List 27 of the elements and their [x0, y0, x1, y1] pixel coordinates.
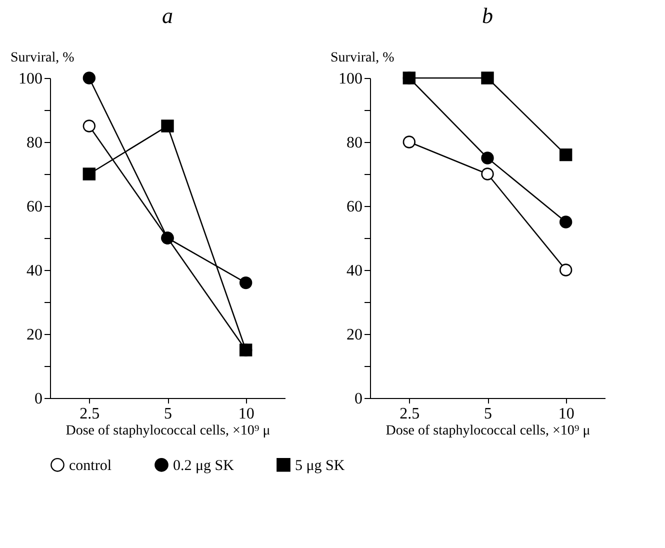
chart-title: a: [162, 3, 173, 28]
x-tick-label: 5: [164, 406, 172, 422]
chart-title: b: [482, 3, 493, 28]
y-tick-label: 20: [26, 326, 42, 344]
legend-label: 0.2 μg SK: [173, 458, 234, 474]
y-tick-label: 80: [26, 134, 42, 152]
y-tick-label: 100: [18, 70, 42, 88]
y-tick-label: 60: [346, 198, 362, 216]
legend-label: control: [69, 458, 112, 474]
x-tick-label: 5: [484, 406, 492, 422]
y-tick-label: 0: [354, 390, 362, 408]
y-axis-title: Surviral, %: [10, 50, 75, 66]
y-tick-label: 40: [26, 262, 42, 280]
y-tick-label: 0: [34, 390, 42, 408]
y-tick-label: 40: [346, 262, 362, 280]
x-tick-label: 2.5: [400, 406, 420, 422]
x-axis-title: Dose of staphylococcal cells, ×10⁹ μ: [66, 424, 270, 438]
y-axis-title: Surviral, %: [330, 50, 395, 66]
legend-label: 5 μg SK: [295, 458, 345, 474]
x-tick-label: 10: [558, 406, 574, 422]
y-tick-label: 100: [338, 70, 362, 88]
y-tick-label: 60: [26, 198, 42, 216]
x-tick-label: 2.5: [80, 406, 100, 422]
y-tick-label: 80: [346, 134, 362, 152]
x-tick-label: 10: [238, 406, 254, 422]
y-tick-label: 20: [346, 326, 362, 344]
x-axis-title: Dose of staphylococcal cells, ×10⁹ μ: [386, 424, 590, 438]
